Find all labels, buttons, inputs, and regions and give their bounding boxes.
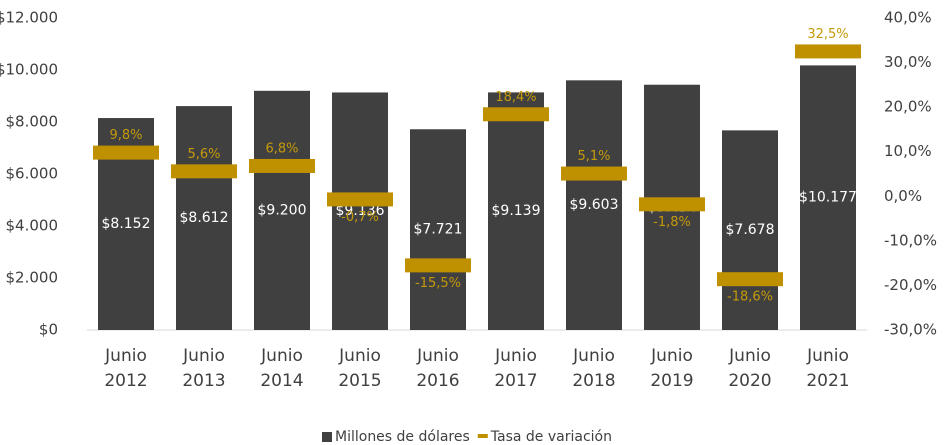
bar-label: $9.603 [570, 197, 619, 213]
y2-tick-label: -10,0% [884, 231, 937, 249]
bar-label: $7.678 [726, 222, 775, 238]
x-tick-label: Junio [416, 346, 459, 366]
y-tick-label: $0 [39, 321, 58, 339]
y-tick-label: $10.000 [0, 61, 58, 79]
bar-label: $10.177 [799, 190, 857, 206]
marker-label: 6,8% [265, 141, 298, 156]
y2-tick-label: 40,0% [884, 9, 932, 27]
marker-label: -0,7% [341, 210, 379, 225]
y-tick-label: $8.000 [6, 113, 59, 131]
marker-label: 5,6% [187, 147, 220, 162]
marker-label: -18,6% [727, 290, 773, 305]
x-tick-label: 2014 [260, 371, 303, 391]
bar-label: $9.200 [258, 202, 307, 218]
y-tick-label: $12.000 [0, 9, 58, 27]
legend-label: Tasa de variación [490, 429, 612, 445]
marker [171, 164, 237, 179]
x-tick-label: 2016 [416, 371, 459, 391]
bar-label: $8.152 [102, 216, 151, 232]
marker [93, 145, 159, 160]
x-tick-label: Junio [650, 346, 693, 366]
marker [717, 272, 783, 287]
marker [483, 107, 549, 122]
y2-tick-label: 10,0% [884, 142, 932, 160]
x-tick-label: Junio [572, 346, 615, 366]
marker-label: -15,5% [415, 276, 461, 291]
marker-label: 32,5% [807, 27, 848, 42]
marker [327, 192, 393, 207]
x-tick-label: 2018 [572, 371, 615, 391]
bar [722, 130, 778, 330]
legend-label: Millones de dólares [335, 429, 470, 445]
marker-label: 5,1% [577, 149, 610, 164]
y2-tick-label: 0,0% [884, 187, 922, 205]
legend: Millones de dólares Tasa de variación [322, 429, 612, 445]
x-tick-label: 2019 [650, 371, 693, 391]
y-tick-label: $4.000 [6, 217, 59, 235]
bar [254, 90, 310, 330]
marker [639, 197, 705, 212]
bar [488, 92, 544, 330]
marker-label: 18,4% [495, 90, 536, 105]
bar [566, 80, 622, 331]
y2-tick-label: 30,0% [884, 53, 932, 71]
bar [176, 106, 232, 330]
x-tick-label: Junio [182, 346, 225, 366]
marker [249, 158, 315, 173]
legend-swatch [322, 432, 332, 442]
x-tick-label: 2015 [338, 371, 381, 391]
x-tick-label: Junio [338, 346, 381, 366]
x-tick-label: Junio [728, 346, 771, 366]
x-tick-label: 2021 [806, 371, 849, 391]
bar [410, 129, 466, 330]
marker [405, 258, 471, 273]
x-tick-label: 2017 [494, 371, 537, 391]
bar-label: $9.136 [336, 203, 385, 219]
marker [795, 44, 861, 59]
y2-tick-label: 20,0% [884, 98, 932, 116]
marker-label: 9,8% [109, 128, 142, 143]
marker [561, 166, 627, 181]
bar [332, 92, 388, 331]
y-tick-label: $6.000 [6, 165, 59, 183]
bar-label: $9.139 [492, 203, 541, 219]
bar-label: $7.721 [414, 222, 463, 238]
legend-swatch [477, 434, 488, 438]
y2-tick-label: -20,0% [884, 276, 937, 294]
y-tick-label: $2.000 [6, 269, 59, 287]
bar-label: $8.612 [180, 210, 229, 226]
bar [800, 65, 856, 330]
x-tick-label: 2020 [728, 371, 771, 391]
x-tick-label: Junio [260, 346, 303, 366]
x-tick-label: Junio [104, 346, 147, 366]
marker-label: -1,8% [653, 215, 691, 230]
y2-tick-label: -30,0% [884, 321, 937, 339]
x-tick-label: 2012 [104, 371, 147, 391]
x-tick-label: Junio [494, 346, 537, 366]
x-tick-label: 2013 [182, 371, 225, 391]
x-tick-label: Junio [806, 346, 849, 366]
